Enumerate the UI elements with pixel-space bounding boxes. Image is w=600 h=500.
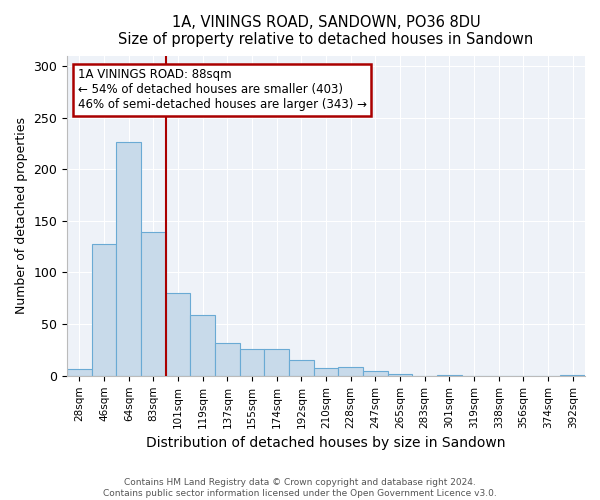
Bar xyxy=(289,360,314,376)
Bar xyxy=(190,315,215,376)
Bar xyxy=(437,375,462,376)
Text: Contains HM Land Registry data © Crown copyright and database right 2024.
Contai: Contains HM Land Registry data © Crown c… xyxy=(103,478,497,498)
Bar xyxy=(265,349,289,376)
Text: 1A VININGS ROAD: 88sqm
← 54% of detached houses are smaller (403)
46% of semi-de: 1A VININGS ROAD: 88sqm ← 54% of detached… xyxy=(77,68,367,112)
X-axis label: Distribution of detached houses by size in Sandown: Distribution of detached houses by size … xyxy=(146,436,506,450)
Bar xyxy=(141,232,166,376)
Bar xyxy=(388,374,412,376)
Bar xyxy=(67,368,92,376)
Y-axis label: Number of detached properties: Number of detached properties xyxy=(15,117,28,314)
Bar xyxy=(314,368,338,376)
Bar xyxy=(215,343,240,376)
Bar xyxy=(363,370,388,376)
Bar xyxy=(240,349,265,376)
Bar xyxy=(560,375,585,376)
Bar xyxy=(338,366,363,376)
Bar xyxy=(166,293,190,376)
Bar xyxy=(116,142,141,376)
Bar xyxy=(92,244,116,376)
Title: 1A, VININGS ROAD, SANDOWN, PO36 8DU
Size of property relative to detached houses: 1A, VININGS ROAD, SANDOWN, PO36 8DU Size… xyxy=(118,15,534,48)
